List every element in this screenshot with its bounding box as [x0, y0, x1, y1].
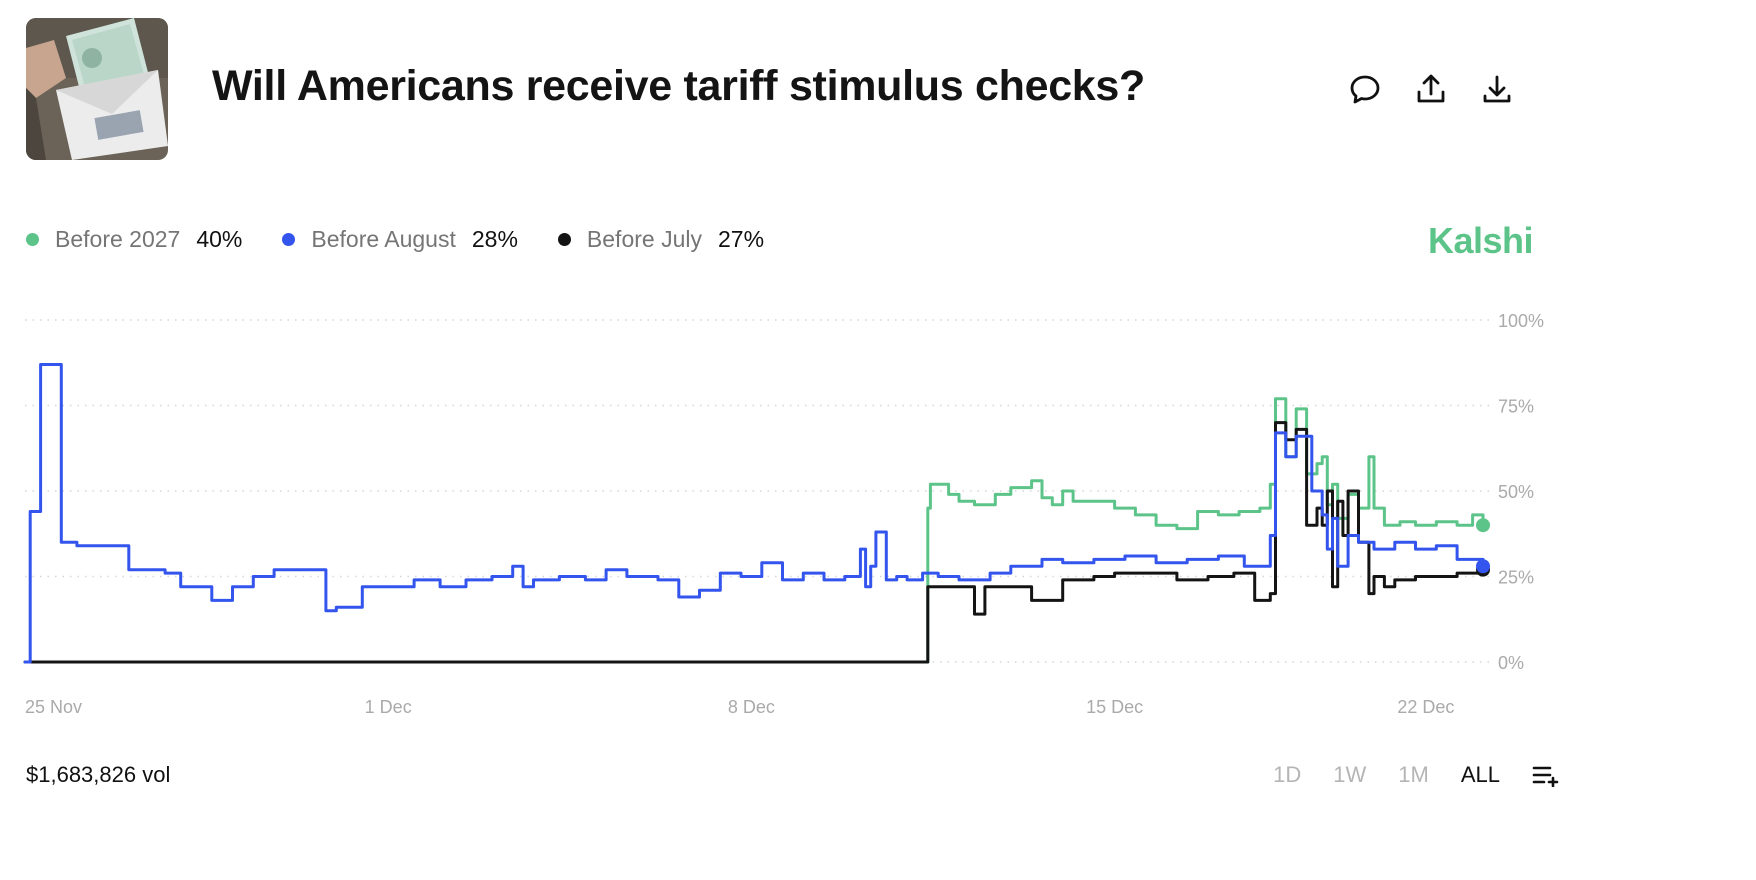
legend-item-before-2027[interactable]: Before 2027 40% — [26, 226, 242, 253]
price-chart[interactable]: 0% 25% 50% 75% 100% 25 Nov 1 Dec 8 Dec 15 Dec 22 … — [0, 290, 1756, 740]
y-tick-label: 75% — [1498, 397, 1534, 417]
series-line-before-august — [23, 363, 1485, 664]
range-1d[interactable]: 1D — [1273, 762, 1302, 787]
x-tick-label: 8 Dec — [728, 697, 775, 717]
y-tick-label: 0% — [1498, 653, 1524, 673]
legend-item-before-august[interactable]: Before August 28% — [282, 226, 518, 253]
series-endpoint-before-2027 — [1476, 518, 1490, 533]
header-actions — [1346, 70, 1516, 108]
share-button[interactable] — [1412, 70, 1450, 108]
legend-label: Before 2027 — [55, 226, 181, 252]
range-all[interactable]: ALL — [1460, 762, 1500, 787]
brand-logo: Kalshi — [1428, 220, 1534, 261]
x-tick-label: 15 Dec — [1086, 697, 1143, 717]
legend-label: Before July — [586, 226, 702, 252]
series-line-before-july — [23, 421, 1485, 664]
range-1w[interactable]: 1W — [1333, 762, 1367, 787]
legend-dot — [557, 233, 571, 246]
x-tick-label: 25 Nov — [25, 697, 82, 717]
market-thumbnail — [26, 18, 168, 160]
chart-options-button[interactable] — [1532, 763, 1562, 787]
volume-label: $1,683,826 vol — [26, 762, 171, 787]
share-icon — [1417, 74, 1445, 103]
download-button[interactable] — [1478, 70, 1516, 108]
y-tick-label: 50% — [1498, 482, 1534, 502]
x-tick-label: 1 Dec — [365, 697, 412, 717]
legend-dot — [26, 233, 39, 246]
range-1m[interactable]: 1M — [1398, 762, 1429, 787]
comment-icon — [1350, 75, 1380, 104]
legend-label: Before August — [311, 226, 456, 252]
download-icon — [1483, 75, 1511, 103]
y-tick-label: 100% — [1498, 311, 1544, 331]
legend-dot — [282, 233, 296, 246]
series-endpoint-before-august — [1476, 559, 1490, 574]
legend-value: 28% — [471, 226, 518, 252]
chart-legend: Before 2027 40% Before August 28% Before… — [26, 226, 804, 253]
y-tick-label: 25% — [1498, 568, 1534, 588]
list-add-icon — [1532, 766, 1559, 787]
time-range-selector: 1D 1W 1M ALL — [1273, 762, 1562, 788]
page-title: Will Americans receive tariff stimulus c… — [212, 62, 1145, 110]
legend-item-before-july[interactable]: Before July 27% — [557, 226, 765, 253]
series-line-before-2027 — [23, 397, 1485, 664]
comment-button[interactable] — [1346, 70, 1384, 108]
x-tick-label: 22 Dec — [1397, 697, 1454, 717]
legend-value: 27% — [717, 226, 765, 252]
legend-value: 40% — [196, 226, 243, 252]
stimulus-check-photo — [26, 18, 168, 160]
